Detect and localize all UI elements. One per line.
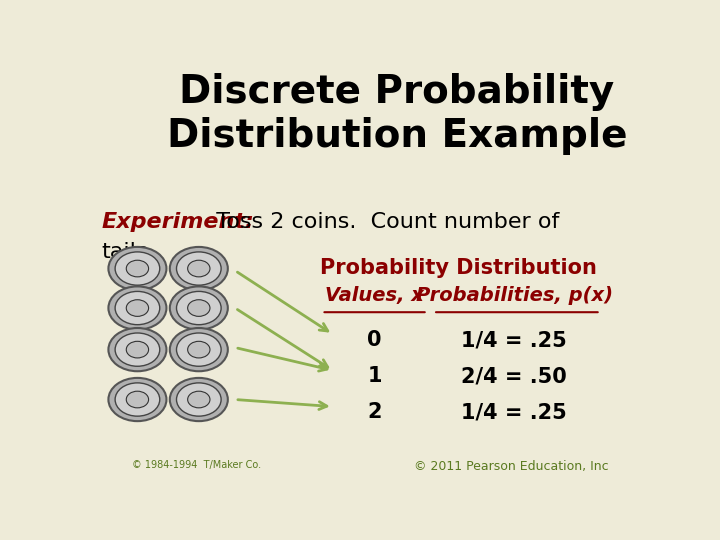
Text: Discrete Probability
Distribution Example: Discrete Probability Distribution Exampl… bbox=[166, 73, 627, 155]
Circle shape bbox=[176, 292, 221, 325]
Circle shape bbox=[115, 383, 160, 416]
Circle shape bbox=[109, 247, 166, 290]
Circle shape bbox=[126, 391, 148, 408]
Circle shape bbox=[188, 391, 210, 408]
Circle shape bbox=[170, 378, 228, 421]
Circle shape bbox=[109, 378, 166, 421]
Text: 1/4 = .25: 1/4 = .25 bbox=[462, 330, 567, 350]
Text: Toss 2 coins.  Count number of: Toss 2 coins. Count number of bbox=[202, 212, 559, 232]
Circle shape bbox=[115, 333, 160, 366]
Circle shape bbox=[170, 286, 228, 329]
Text: Experiment:: Experiment: bbox=[101, 212, 254, 232]
Circle shape bbox=[126, 341, 148, 358]
Circle shape bbox=[126, 300, 148, 316]
Text: 2/4 = .50: 2/4 = .50 bbox=[462, 366, 567, 386]
Text: © 2011 Pearson Education, Inc: © 2011 Pearson Education, Inc bbox=[413, 460, 608, 473]
Circle shape bbox=[115, 252, 160, 285]
Text: 1: 1 bbox=[367, 366, 382, 386]
Circle shape bbox=[188, 341, 210, 358]
Circle shape bbox=[188, 300, 210, 316]
Circle shape bbox=[170, 328, 228, 371]
Circle shape bbox=[126, 260, 148, 277]
Text: 0: 0 bbox=[367, 330, 382, 350]
Text: © 1984-1994  T/Maker Co.: © 1984-1994 T/Maker Co. bbox=[132, 460, 261, 470]
Circle shape bbox=[109, 286, 166, 329]
Text: Values, x: Values, x bbox=[325, 286, 424, 305]
Circle shape bbox=[109, 328, 166, 371]
Circle shape bbox=[115, 292, 160, 325]
Text: 2: 2 bbox=[367, 402, 382, 422]
Circle shape bbox=[176, 333, 221, 366]
Text: Probability Distribution: Probability Distribution bbox=[320, 258, 597, 278]
Text: 1/4 = .25: 1/4 = .25 bbox=[462, 402, 567, 422]
Circle shape bbox=[176, 383, 221, 416]
Circle shape bbox=[176, 252, 221, 285]
Text: tails.: tails. bbox=[101, 241, 155, 261]
Text: Probabilities, p(x): Probabilities, p(x) bbox=[415, 286, 613, 305]
Circle shape bbox=[188, 260, 210, 277]
Circle shape bbox=[170, 247, 228, 290]
